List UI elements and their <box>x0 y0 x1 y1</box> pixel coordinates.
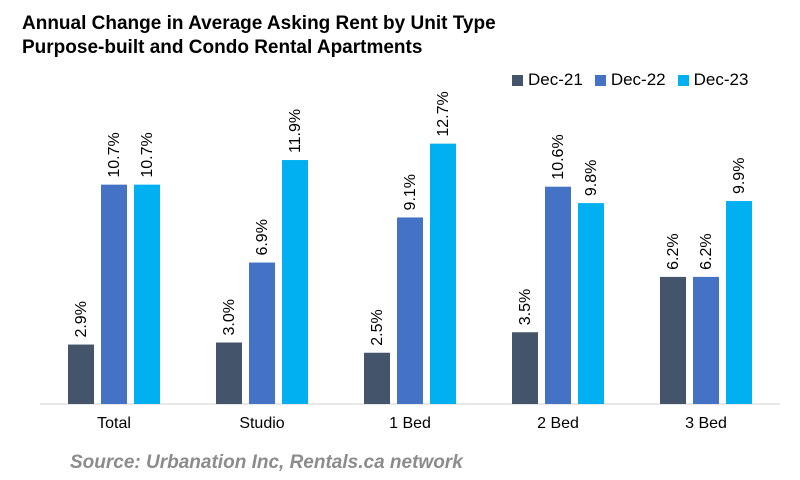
legend-swatch-dec-23 <box>677 74 689 86</box>
bar-dec-23-2-bed <box>578 203 604 404</box>
data-label: 9.8% <box>583 160 600 196</box>
x-tick-label: Total <box>97 415 131 432</box>
legend-item-dec-22: Dec-22 <box>594 70 666 90</box>
data-label: 6.2% <box>698 233 715 269</box>
x-tick-label: Studio <box>239 415 284 432</box>
data-label: 10.7% <box>106 132 123 177</box>
bar-dec-23-studio <box>282 160 308 404</box>
bar-dec-22-studio <box>249 262 275 404</box>
legend-label-dec-21: Dec-21 <box>528 70 583 89</box>
x-tick-label: 2 Bed <box>537 415 579 432</box>
data-label: 3.5% <box>517 289 534 325</box>
legend-label-dec-22: Dec-22 <box>610 70 666 89</box>
bar-dec-21-2-bed <box>512 332 538 404</box>
bar-dec-21-1-bed <box>364 352 390 404</box>
bar-dec-21-studio <box>216 342 242 404</box>
data-label: 2.5% <box>369 309 386 345</box>
data-label: 3.0% <box>221 299 238 335</box>
bar-dec-22-1-bed <box>397 217 423 404</box>
legend-swatch-dec-22 <box>594 74 606 86</box>
legend-swatch-dec-21 <box>512 74 523 86</box>
bar-dec-23-3-bed <box>726 201 752 404</box>
bar-dec-23-total <box>134 184 160 404</box>
data-label: 10.7% <box>139 132 156 177</box>
bar-dec-21-total <box>68 344 94 404</box>
data-label: 11.9% <box>287 109 304 153</box>
x-tick-label: 1 Bed <box>389 415 431 432</box>
chart-legend: Dec-21 Dec-22 Dec-23 <box>512 70 760 90</box>
bar-dec-22-3-bed <box>693 276 719 404</box>
chart-title: Annual Change in Average Asking Rent by … <box>22 13 496 34</box>
legend-item-dec-21: Dec-21 <box>512 70 583 90</box>
bar-dec-21-3-bed <box>660 276 686 404</box>
legend-label-dec-23: Dec-23 <box>693 70 749 89</box>
source-note: Source: Urbanation Inc, Rentals.ca netwo… <box>70 452 463 473</box>
data-label: 9.9% <box>731 158 748 194</box>
legend-item-dec-23: Dec-23 <box>677 70 749 90</box>
chart-subtitle: Purpose-built and Condo Rental Apartment… <box>22 37 423 58</box>
data-label: 9.1% <box>402 174 419 210</box>
data-label: 2.9% <box>73 301 90 337</box>
data-label: 10.6% <box>550 134 567 179</box>
data-label: 12.7% <box>435 91 452 136</box>
data-label: 6.9% <box>254 219 271 255</box>
x-tick-label: 3 Bed <box>685 415 727 432</box>
data-label: 6.2% <box>665 233 682 269</box>
bar-dec-22-total <box>101 184 127 404</box>
bar-dec-22-2-bed <box>545 186 571 404</box>
bar-dec-23-1-bed <box>430 143 456 404</box>
